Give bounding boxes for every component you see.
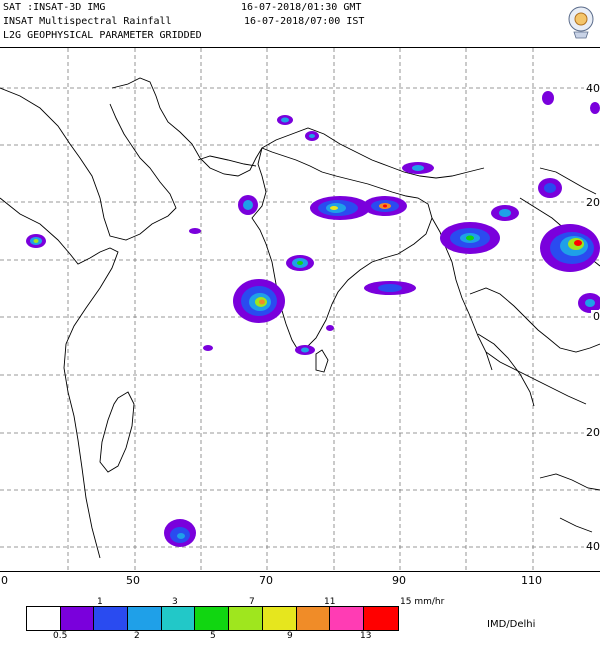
lon-label-30: 0	[1, 574, 8, 587]
legend-swatch	[27, 607, 61, 630]
imd-emblem-icon	[566, 4, 596, 42]
lat-label-0: 0	[591, 310, 600, 323]
time-gmt: 16-07-2018/01:30 GMT	[241, 2, 362, 13]
lat-label-20s: 20	[584, 426, 600, 439]
legend-label-1: 1	[97, 597, 103, 607]
rainfall-color-legend	[26, 606, 399, 631]
legend-swatch	[330, 607, 364, 630]
rainfall-cells	[26, 91, 600, 547]
map-canvas	[0, 48, 600, 571]
graticule	[0, 48, 600, 571]
satellite-label: SAT :INSAT-3D IMG	[3, 2, 106, 13]
legend-swatch	[262, 607, 297, 630]
legend-swatch	[60, 607, 95, 630]
legend-swatch	[363, 607, 398, 630]
time-ist: 16-07-2018/07:00 IST	[244, 16, 365, 27]
legend-swatch	[161, 607, 196, 630]
product-label: INSAT Multispectral Rainfall	[3, 16, 172, 27]
legend-swatch	[195, 607, 230, 630]
legend-label-0-5: 0.5	[53, 631, 68, 641]
lat-label-20n: 20	[584, 196, 600, 209]
legend-label-7: 7	[249, 597, 255, 607]
legend-label-5: 5	[210, 631, 216, 641]
legend-swatch	[296, 607, 331, 630]
legend-label-2: 2	[134, 631, 140, 641]
lon-label-90: 90	[392, 574, 406, 587]
lon-label-50: 50	[126, 574, 140, 587]
level-label: L2G GEOPHYSICAL PARAMETER GRIDDED	[3, 30, 202, 41]
legend-swatch	[229, 607, 263, 630]
legend-swatch	[94, 607, 129, 630]
legend-label-11: 11	[324, 597, 336, 607]
legend-label-15-unit: 15 mm/hr	[400, 597, 445, 607]
legend-label-3: 3	[172, 597, 178, 607]
credit-label: IMD/Delhi	[487, 619, 536, 630]
legend-label-9: 9	[287, 631, 293, 641]
legend-label-13: 13	[360, 631, 372, 641]
legend-swatch	[128, 607, 162, 630]
lon-label-110: 110	[521, 574, 542, 587]
lon-label-70: 70	[259, 574, 273, 587]
rainfall-map: 40 20 0 20 40	[0, 47, 600, 572]
coastlines	[0, 77, 600, 559]
lat-label-40n: 40	[584, 82, 600, 95]
lat-label-40s: 40	[584, 540, 600, 553]
